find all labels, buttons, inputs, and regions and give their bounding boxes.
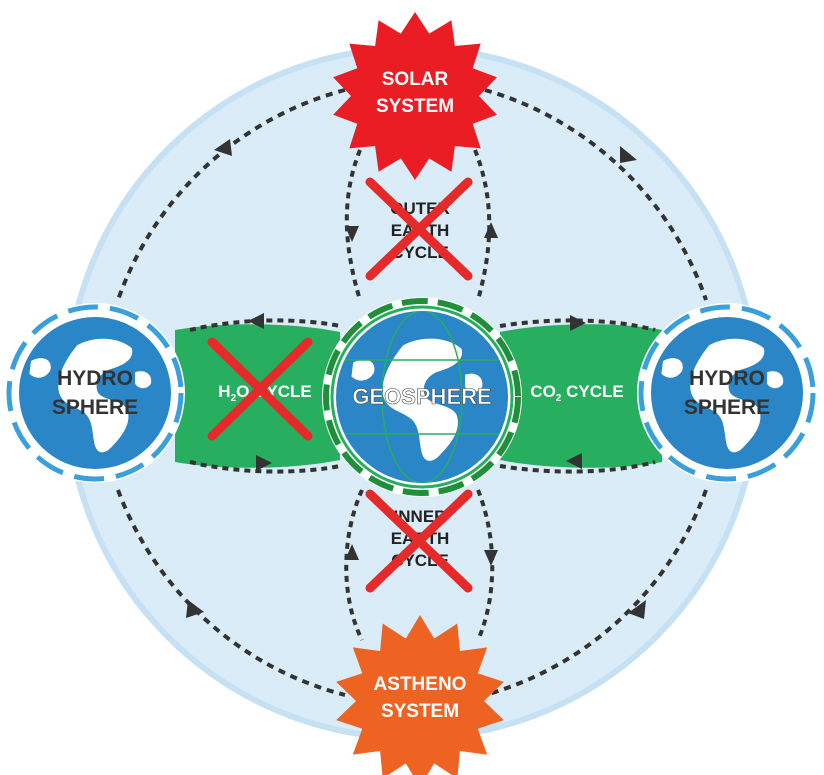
cross-h2o-cycle bbox=[207, 337, 313, 441]
hydrosphere-right-label-line2: SPHERE bbox=[684, 396, 770, 419]
arrowhead-co2-bottom bbox=[566, 453, 582, 469]
cross-inner-earth-cycle bbox=[365, 489, 473, 593]
arrowhead-inner-down bbox=[484, 550, 498, 566]
arrowhead-inner-up bbox=[345, 544, 359, 560]
crossed-out-marks bbox=[207, 177, 473, 593]
outer-left-path bbox=[344, 149, 362, 301]
outer-arc-arrowheads bbox=[186, 139, 646, 619]
arc-solar-to-right-hydro bbox=[484, 88, 708, 301]
vertical-cycle-paths bbox=[344, 149, 495, 641]
hydrosphere-right-globe: HYDRO SPHERE bbox=[637, 303, 817, 483]
arrowhead-outer-down bbox=[345, 226, 359, 242]
solar-system-star: SOLAR SYSTEM bbox=[333, 12, 497, 180]
astheno-system-star: ASTHENO SYSTEM bbox=[336, 615, 504, 775]
arc-left-hydro-to-astheno bbox=[116, 489, 346, 697]
solar-system-label-line2: SYSTEM bbox=[376, 96, 454, 117]
cross-outer-earth-cycle bbox=[365, 177, 473, 281]
astheno-system-label-line2: SYSTEM bbox=[381, 701, 459, 722]
geosphere-label: GEOSPHERE bbox=[352, 384, 491, 409]
hydrosphere-right-label-line1: HYDRO bbox=[689, 367, 765, 390]
arrowhead-co2-top bbox=[570, 315, 586, 331]
hydrosphere-left-label-line2: SPHERE bbox=[52, 396, 138, 419]
arrowhead-upper-left bbox=[214, 139, 232, 156]
arrowhead-upper-right bbox=[620, 146, 637, 163]
arrowhead-outer-up bbox=[484, 222, 498, 238]
solar-system-label-line1: SOLAR bbox=[382, 69, 449, 90]
co2-band bbox=[500, 324, 662, 468]
astheno-system-label-line1: ASTHENO bbox=[374, 674, 467, 695]
arrowhead-h2o-bottom bbox=[256, 455, 272, 471]
hydrosphere-left-globe: HYDRO SPHERE bbox=[5, 303, 185, 483]
arrowhead-lower-left bbox=[186, 600, 204, 618]
arc-solar-to-left-hydro bbox=[116, 88, 346, 301]
outer-cycle-arrows bbox=[116, 88, 708, 697]
band-arrowheads bbox=[248, 313, 586, 471]
inner-right-path bbox=[476, 489, 495, 641]
arrowhead-h2o-top bbox=[248, 313, 264, 329]
inner-left-path bbox=[344, 489, 364, 641]
arc-right-hydro-to-astheno bbox=[484, 489, 708, 697]
hydrosphere-left-label-line1: HYDRO bbox=[57, 367, 133, 390]
geosphere-globe: GEOSPHERE bbox=[322, 297, 522, 497]
outer-right-path bbox=[473, 149, 492, 301]
vertical-arrowheads bbox=[345, 222, 498, 566]
co2-cycle-label: CO2 CYCLE bbox=[530, 382, 623, 404]
arrowhead-lower-right bbox=[628, 600, 646, 619]
